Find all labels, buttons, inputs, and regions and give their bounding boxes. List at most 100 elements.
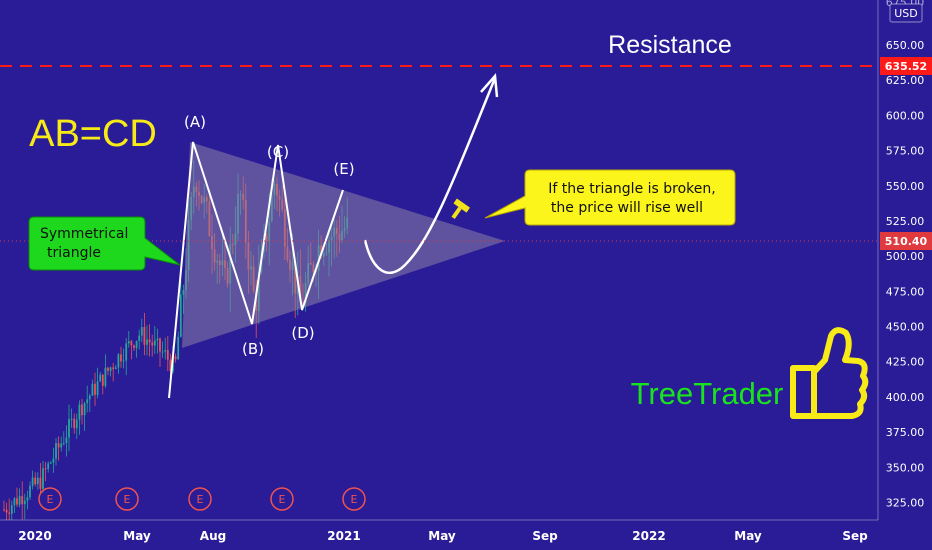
candle-body (44, 468, 47, 470)
candle-body (99, 374, 102, 382)
earnings-marker-label: E (124, 493, 131, 506)
breakout-callout-line2: the price will rise well (551, 200, 703, 216)
candle-body (177, 336, 180, 360)
candle-body (169, 359, 172, 372)
candle-body (156, 338, 159, 341)
candle-body (94, 383, 96, 395)
time-tick: Aug (200, 529, 226, 543)
time-tick: 2020 (18, 529, 51, 543)
earnings-marker[interactable] (188, 487, 212, 511)
candle-body (36, 477, 39, 485)
candle-body (91, 383, 94, 396)
price-tick: 525.00 (886, 215, 925, 228)
projection-arrowhead-icon (480, 72, 499, 98)
price-tick: 425.00 (886, 356, 925, 369)
candle-body (57, 443, 60, 448)
candle-body (16, 498, 18, 505)
price-tick: 450.00 (886, 321, 925, 334)
time-axis-background (0, 520, 932, 550)
earnings-marker-label: E (279, 493, 286, 506)
candle-body (109, 367, 112, 371)
time-tick: May (123, 529, 151, 543)
earnings-marker[interactable] (270, 487, 294, 511)
price-tick: 475.00 (886, 285, 925, 298)
candle-body (107, 367, 109, 371)
candle-body (70, 418, 73, 420)
candle-body (3, 509, 5, 511)
candle-body (151, 342, 154, 346)
time-tick: 2021 (327, 529, 360, 543)
thumbs-up-icon (790, 327, 869, 419)
price-axis-background (878, 0, 932, 550)
candle-body (174, 356, 177, 360)
triangle-callout-line1: Symmetrical (40, 226, 128, 242)
candle-body (127, 341, 130, 344)
earnings-marker[interactable] (342, 487, 366, 511)
candle-body (138, 335, 141, 342)
breakout-callout-line1: If the triangle is broken, (548, 181, 715, 197)
price-tick: 325.00 (886, 496, 925, 509)
currency-label: USD (894, 7, 918, 20)
candle-body (130, 341, 133, 346)
candle-body (78, 404, 81, 420)
current-price-label: 510.40 (885, 235, 928, 248)
candle-body (161, 351, 164, 353)
candle-body (153, 340, 156, 346)
symmetrical-triangle-shape (182, 142, 505, 348)
candle-body (166, 350, 169, 360)
earnings-marker[interactable] (38, 487, 62, 511)
earnings-marker-label: E (197, 493, 204, 506)
resistance-label: Resistance (608, 31, 732, 59)
candle-body (60, 443, 63, 448)
candle-body (42, 468, 44, 489)
triangle-callout: Symmetrical triangle (28, 216, 181, 271)
candle-body (125, 343, 128, 361)
candle-body (55, 443, 57, 459)
wave-label-c: (C) (267, 143, 289, 161)
earnings-marker-label: E (351, 493, 358, 506)
candle-body (34, 477, 37, 485)
candle-body (182, 290, 185, 295)
candle-body (143, 327, 146, 345)
candle-body (23, 500, 26, 505)
price-tick: 575.00 (886, 145, 925, 158)
candle-body (101, 374, 104, 386)
breakout-callout: If the triangle is broken, the price wil… (484, 169, 736, 226)
candle-body (62, 442, 65, 444)
resistance-price-label: 635.52 (885, 60, 927, 73)
price-tick: 500.00 (886, 250, 925, 263)
price-tick: 625.00 (886, 74, 925, 87)
candle-body (73, 418, 76, 429)
candle-body (10, 505, 13, 514)
time-tick: May (428, 529, 456, 543)
time-tick: May (734, 529, 762, 543)
candle-body (49, 462, 52, 464)
candle-body (65, 437, 68, 443)
candle-body (135, 341, 138, 349)
projection-curve (363, 77, 497, 274)
candle-body (81, 404, 83, 416)
wave-zigzag-line (168, 141, 344, 399)
current-price-tag (880, 232, 932, 250)
earnings-marker[interactable] (115, 487, 139, 511)
earnings-marker-label: E (47, 493, 54, 506)
time-tick: 2022 (632, 529, 665, 543)
wave-label-d: (D) (291, 324, 314, 342)
currency-badge[interactable] (889, 3, 923, 23)
candle-body (179, 294, 182, 337)
candle-body (39, 477, 42, 489)
candle-body (146, 339, 148, 345)
brand-label: TreeTrader (631, 376, 784, 411)
resistance-price-tag (880, 57, 932, 75)
candle-body (83, 403, 86, 416)
candle-body (86, 399, 89, 404)
candle-body (133, 345, 135, 349)
candle-body (96, 381, 99, 395)
candle-body (26, 497, 29, 501)
candle-body (120, 354, 122, 362)
candle-body (112, 367, 115, 370)
hammer-icon (451, 198, 470, 219)
